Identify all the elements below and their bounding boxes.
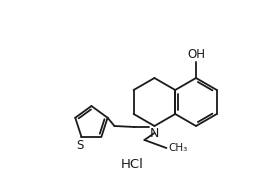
Text: N: N xyxy=(150,127,159,140)
Text: HCl: HCl xyxy=(121,158,143,171)
Text: CH₃: CH₃ xyxy=(168,143,188,153)
Text: OH: OH xyxy=(187,48,205,61)
Text: S: S xyxy=(76,139,83,152)
